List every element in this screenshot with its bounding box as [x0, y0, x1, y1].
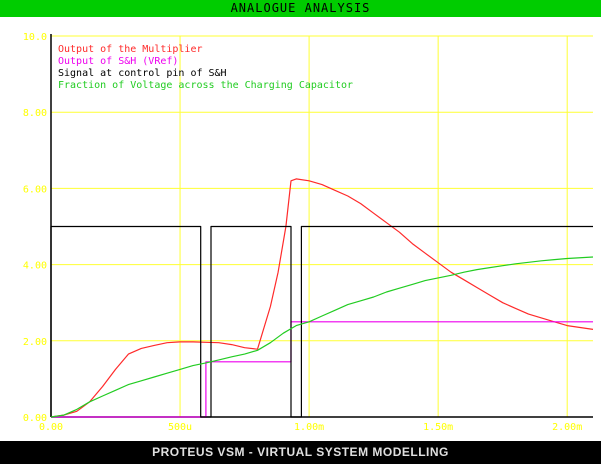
window-title-bar: ANALOGUE ANALYSIS [0, 0, 601, 17]
x-tick-label-1: 500u [168, 422, 192, 433]
window-title: ANALOGUE ANALYSIS [230, 1, 371, 15]
y-tick-label-1: 2.00 [23, 337, 47, 348]
analogue-analysis-chart[interactable]: 0.00 2.00 4.00 6.00 8.00 10.0 0.00 500u 1.00m 1.5… [0, 17, 601, 441]
plot-area[interactable]: 0.00 2.00 4.00 6.00 8.00 10.0 0.00 500u 1.00m 1.5… [0, 17, 601, 441]
series-line-3 [50, 256, 594, 418]
footer-text: PROTEUS VSM - VIRTUAL SYSTEM MODELLING [152, 445, 449, 459]
legend-entry-0: Output of the Multiplier [58, 44, 203, 55]
series-line-2 [50, 225, 593, 418]
legend-entry-1: Output of S&H (VRef) [58, 56, 178, 67]
y-tick-label-0: 0.00 [23, 413, 47, 424]
legend-entry-2: Signal at control pin of S&H [58, 68, 227, 79]
series-line-0 [50, 178, 594, 418]
y-tick-label-2: 4.00 [23, 261, 47, 272]
x-tick-label-3: 1.50m [423, 422, 453, 433]
x-tick-label-0: 0.00 [39, 422, 63, 433]
x-tick-label-4: 2.00m [552, 422, 582, 433]
status-footer: PROTEUS VSM - VIRTUAL SYSTEM MODELLING [0, 441, 601, 464]
y-tick-label-5: 10.0 [23, 32, 47, 43]
x-tick-label-2: 1.00m [294, 422, 324, 433]
legend-entry-3: Fraction of Voltage across the Charging … [58, 80, 353, 91]
y-tick-label-3: 6.00 [23, 184, 47, 195]
y-tick-label-4: 8.00 [23, 108, 47, 119]
series-line-1 [51, 321, 593, 418]
